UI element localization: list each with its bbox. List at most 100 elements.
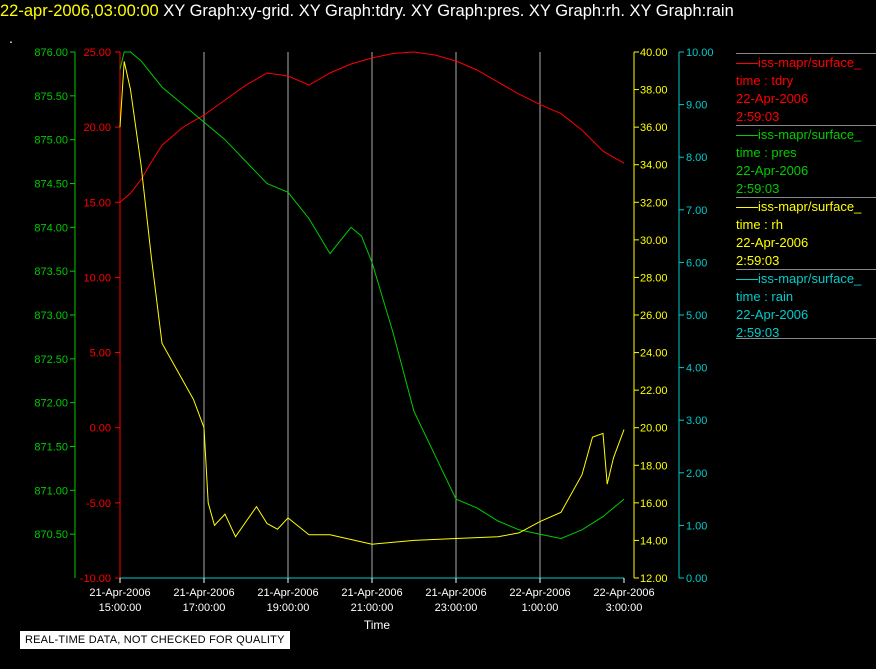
x-tick-label-time: 15:00:00: [99, 602, 142, 614]
quality-disclaimer: REAL-TIME DATA, NOT CHECKED FOR QUALITY: [20, 631, 290, 649]
y-tick-label-tdry: 0.00: [90, 423, 111, 435]
x-tick-label-time: 3:00:00: [606, 602, 643, 614]
y-tick-label-rh: 16.00: [640, 498, 668, 510]
x-tick-label-date: 22-Apr-2006: [593, 587, 654, 599]
legend-date: 22-Apr-2006: [736, 163, 809, 178]
x-tick-label-date: 22-Apr-2006: [509, 587, 570, 599]
legend-time: 2:59:03: [736, 253, 780, 268]
legend-entry-tdry: iss-mapr/surface_time : tdry 22-Apr-2006 2…: [736, 53, 876, 126]
x-tick-label-date: 21-Apr-2006: [341, 587, 402, 599]
y-tick-label-rain: 3.00: [686, 415, 707, 427]
legend-separator: [736, 269, 876, 270]
y-tick-label-pres: 874.00: [34, 222, 68, 234]
legend-date: 22-Apr-2006: [736, 91, 809, 106]
x-tick-label-time: 19:00:00: [267, 602, 310, 614]
legend-time: 2:59:03: [736, 325, 780, 340]
series-line-rh: [119, 61, 625, 545]
legend-name-text: iss-mapr/surface_: [758, 271, 862, 286]
x-tick-label-time: 1:00:00: [522, 602, 559, 614]
legend-name-text: iss-mapr/surface_: [758, 127, 862, 142]
y-tick-label-pres: 872.00: [34, 398, 68, 410]
y-tick-label-rain: 10.00: [686, 47, 714, 59]
x-tick-label-time: 23:00:00: [435, 602, 478, 614]
legend-date: 22-Apr-2006: [736, 235, 809, 250]
y-tick-label-tdry: 25.00: [83, 47, 111, 59]
status-dot: .: [9, 30, 13, 46]
x-tick-label-time: 21:00:00: [351, 602, 394, 614]
legend-entry-pres: iss-mapr/surface_time : pres 22-Apr-2006 2…: [736, 125, 876, 198]
graph-list: XY Graph:xy-grid. XY Graph:tdry. XY Grap…: [158, 2, 734, 20]
y-tick-label-pres: 876.00: [34, 47, 68, 59]
legend-separator: [736, 338, 876, 339]
y-tick-label-rain: 6.00: [686, 257, 707, 269]
y-tick-label-pres: 874.50: [34, 179, 68, 191]
y-tick-label-rh: 26.00: [640, 310, 668, 322]
x-axis-label: Time: [364, 618, 391, 632]
x-tick-label-date: 21-Apr-2006: [89, 587, 150, 599]
series-line-pres: [119, 51, 625, 540]
legend-series-name: iss-mapr/surface_: [736, 270, 876, 288]
y-tick-label-rh: 34.00: [640, 160, 668, 172]
y-tick-label-pres: 873.00: [34, 310, 68, 322]
legend-series-name: iss-mapr/surface_: [736, 198, 876, 216]
y-tick-label-rh: 22.00: [640, 385, 668, 397]
series-line-tdry: [119, 51, 625, 203]
title-bar: 22-apr-2006,03:00:00 XY Graph:xy-grid. X…: [0, 2, 876, 24]
legend-line-swatch: [736, 279, 758, 281]
legend-separator: [736, 197, 876, 198]
y-tick-label-tdry: -5.00: [86, 498, 111, 510]
legend-time: 2:59:03: [736, 181, 780, 196]
y-tick-label-rain: 1.00: [686, 520, 707, 532]
legend-label: time : tdry: [736, 73, 794, 88]
legend-line-swatch: [736, 135, 758, 137]
legend-date: 22-Apr-2006: [736, 307, 809, 322]
y-tick-label-rain: 0.00: [686, 573, 707, 585]
y-tick-label-pres: 871.00: [34, 485, 68, 497]
y-tick-label-tdry: 20.00: [83, 122, 111, 134]
y-tick-label-rh: 14.00: [640, 535, 668, 547]
y-tick-label-rain: 4.00: [686, 363, 707, 375]
y-tick-label-rh: 20.00: [640, 423, 668, 435]
legend-name-text: iss-mapr/surface_: [758, 55, 862, 70]
y-tick-label-rh: 38.00: [640, 85, 668, 97]
y-tick-label-rain: 8.00: [686, 152, 707, 164]
y-tick-label-pres: 870.50: [34, 529, 68, 541]
y-tick-label-rh: 28.00: [640, 272, 668, 284]
legend-separator: [736, 53, 876, 54]
y-tick-label-pres: 871.50: [34, 442, 68, 454]
y-tick-label-rh: 18.00: [640, 460, 668, 472]
y-tick-label-rh: 12.00: [640, 573, 668, 585]
y-tick-label-pres: 875.00: [34, 135, 68, 147]
y-tick-label-rain: 5.00: [686, 310, 707, 322]
x-tick-label-date: 21-Apr-2006: [173, 587, 234, 599]
y-tick-label-tdry: 10.00: [83, 272, 111, 284]
grid-lines: [203, 52, 541, 578]
x-tick-label-date: 21-Apr-2006: [425, 587, 486, 599]
y-tick-label-pres: 872.50: [34, 354, 68, 366]
legend-entry-rain: iss-mapr/surface_ time : rain 22-Apr-2006 2…: [736, 269, 876, 342]
y-tick-label-pres: 875.50: [34, 91, 68, 103]
x-tick-label-time: 17:00:00: [183, 602, 226, 614]
x-tick-labels: 21-Apr-2006 15:00:00 21-Apr-2006 17:00:00 21…: [89, 578, 655, 614]
legend-name-text: iss-mapr/surface_: [758, 199, 862, 214]
legend-series-name: iss-mapr/surface_: [736, 126, 876, 144]
legend-entry-rh: iss-mapr/surface_time : rh 22-Apr-2006 2:5…: [736, 197, 876, 270]
y-tick-label-rh: 40.00: [640, 47, 668, 59]
legend-line-swatch: [736, 63, 758, 65]
y-tick-label-rain: 2.00: [686, 468, 707, 480]
timestamp: 22-apr-2006,03:00:00: [0, 2, 159, 20]
y-tick-label-rh: 36.00: [640, 122, 668, 134]
y-tick-label-rh: 24.00: [640, 348, 668, 360]
x-tick-label-date: 21-Apr-2006: [257, 587, 318, 599]
y-tick-label-rh: 30.00: [640, 235, 668, 247]
legend-time: 2:59:03: [736, 109, 780, 124]
y-tick-label-rh: 32.00: [640, 197, 668, 209]
y-tick-label-tdry: -10.00: [80, 573, 111, 585]
y-tick-label-rain: 7.00: [686, 205, 707, 217]
legend-label: time : rh: [736, 217, 783, 232]
y-tick-label-pres: 873.50: [34, 266, 68, 278]
legend-label: time : pres: [736, 145, 797, 160]
y-tick-label-tdry: 15.00: [83, 197, 111, 209]
legend-separator: [736, 125, 876, 126]
